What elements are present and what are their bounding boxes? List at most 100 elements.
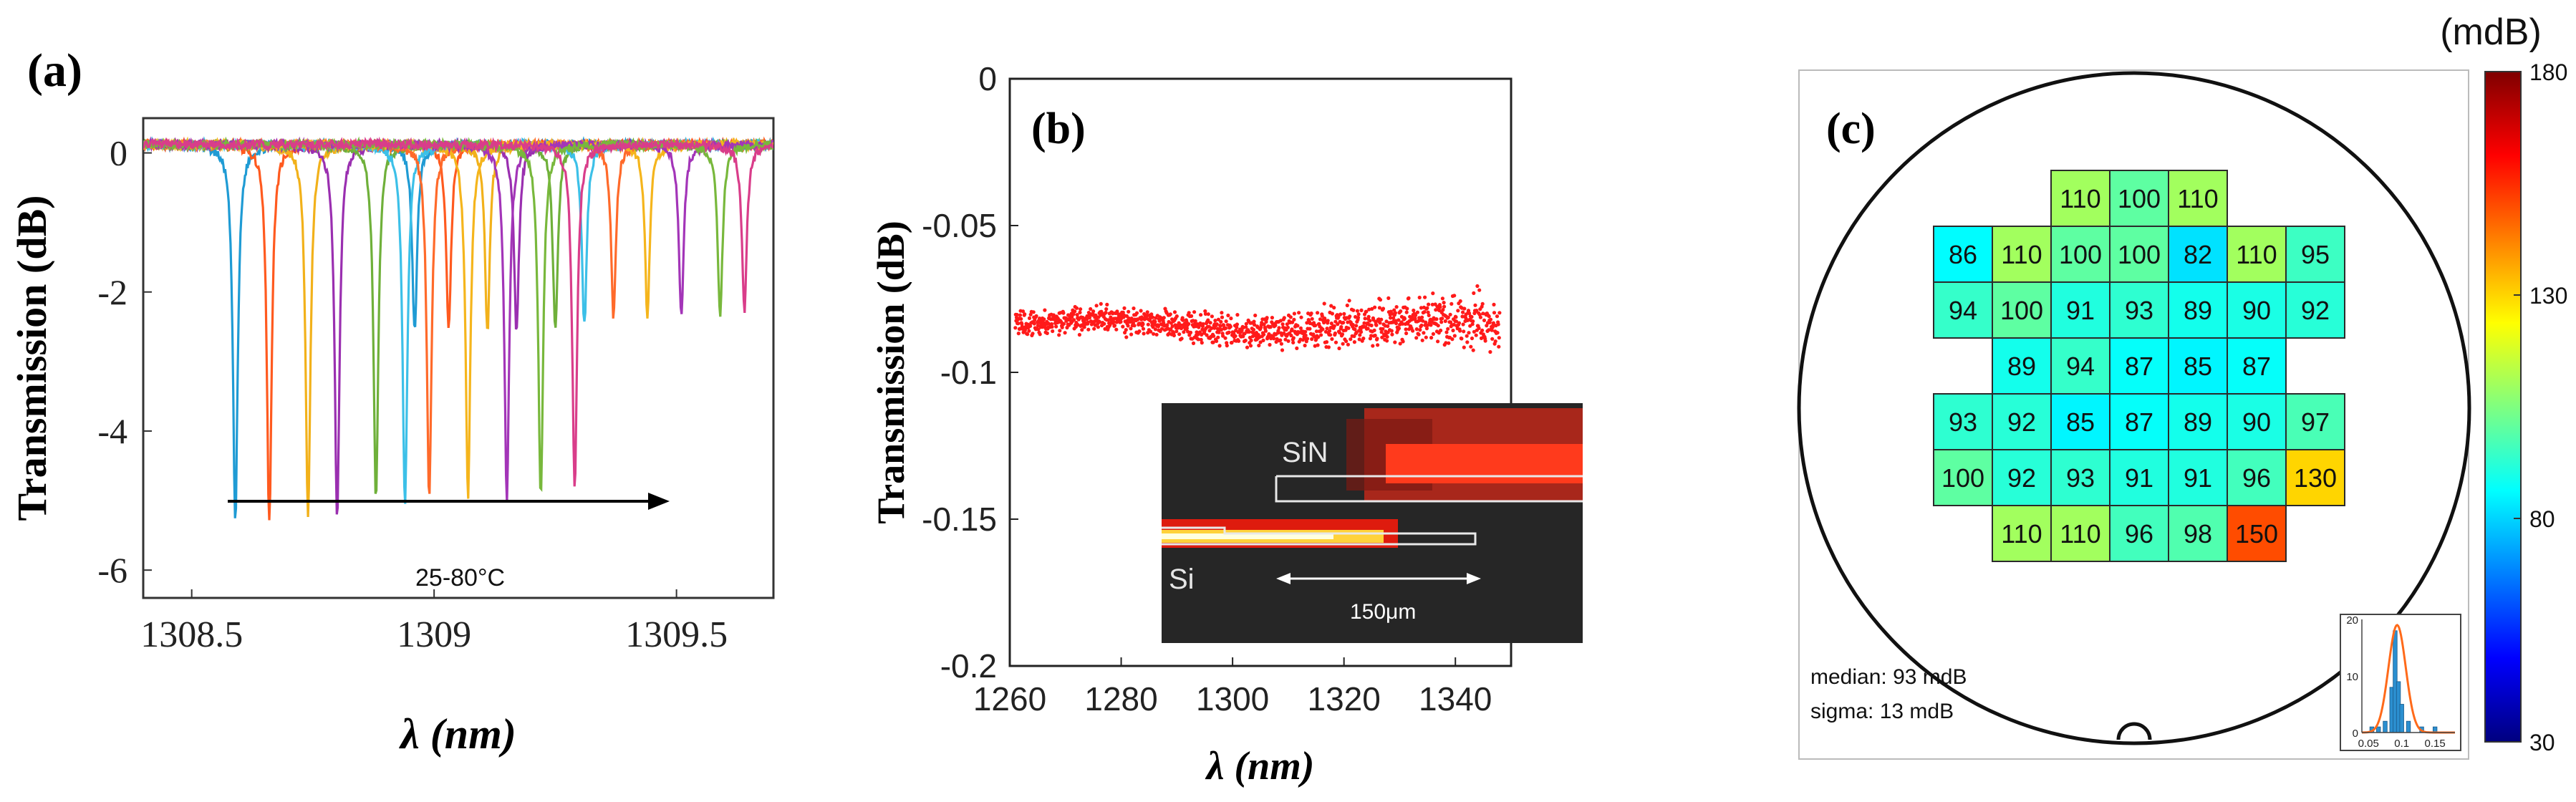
b-ytick-label: 0 [978, 60, 997, 97]
b-data-point [1462, 345, 1466, 349]
b-data-point [1384, 319, 1389, 324]
b-data-point [1221, 334, 1225, 338]
b-data-point [1200, 332, 1204, 337]
b-data-point [1162, 321, 1166, 325]
b-data-point [1111, 319, 1116, 324]
b-data-point [1305, 337, 1310, 341]
b-data-point [1038, 332, 1042, 337]
b-data-point [1415, 310, 1419, 314]
b-data-point [1440, 296, 1444, 301]
panel-a-axes-frame [142, 117, 775, 599]
b-data-point [1049, 322, 1054, 327]
b-data-point [1263, 329, 1268, 333]
b-data-point [1141, 327, 1146, 331]
wafer-die-value: 100 [2118, 184, 2161, 213]
b-data-point [1358, 333, 1362, 337]
b-data-point [1361, 337, 1366, 341]
panel-a-arrow-head [648, 493, 670, 510]
b-data-point [1086, 320, 1090, 324]
b-data-point [1356, 315, 1361, 320]
b-data-point [1291, 336, 1296, 340]
b-data-point [1077, 332, 1081, 337]
b-data-point [1461, 310, 1465, 314]
wafer-die [2285, 449, 2345, 506]
b-data-point [1402, 317, 1407, 321]
b-data-point [1285, 322, 1289, 327]
b-data-point [1381, 306, 1386, 311]
wafer-die [2227, 505, 2287, 562]
wafer-die-value: 110 [2177, 184, 2218, 213]
b-data-point [1452, 294, 1457, 298]
b-data-point [1162, 316, 1166, 320]
wafer-die-value: 100 [2118, 240, 2161, 269]
b-data-point [1313, 323, 1318, 328]
wafer-die-value: 92 [2007, 463, 2036, 493]
b-data-point [1497, 311, 1502, 315]
b-data-point [1245, 345, 1250, 349]
b-data-point [1273, 323, 1278, 327]
b-data-point [1042, 317, 1046, 322]
wafer-die-value: 87 [2242, 352, 2271, 381]
b-data-point [1253, 313, 1258, 318]
b-data-point [1473, 303, 1477, 307]
b-data-point [1071, 312, 1076, 317]
wafer-die [1933, 226, 1993, 283]
b-data-point [1297, 311, 1301, 315]
b-data-point [1316, 343, 1320, 347]
b-data-point [1219, 319, 1223, 324]
b-data-point [1219, 327, 1223, 332]
b-data-point [1027, 329, 1031, 333]
b-data-point [1318, 317, 1323, 322]
b-data-point [1348, 314, 1352, 319]
b-data-point [1172, 333, 1176, 338]
b-data-point [1396, 318, 1401, 322]
b-data-point [1439, 320, 1444, 324]
b-data-point [1424, 327, 1429, 331]
wafer-die [2109, 170, 2169, 227]
inset-sin-mode-core [1386, 444, 1583, 483]
b-data-point [1460, 337, 1464, 341]
b-data-point [1023, 312, 1027, 317]
b-data-point [1354, 314, 1358, 319]
b-data-point [1199, 337, 1203, 342]
b-data-point [1321, 327, 1325, 332]
b-data-point [1016, 332, 1021, 336]
b-data-point [1340, 332, 1345, 337]
b-data-point [1303, 333, 1308, 337]
b-data-point [1199, 313, 1203, 317]
b-data-point [1177, 332, 1182, 337]
b-data-point [1223, 336, 1227, 340]
b-data-point [1276, 329, 1280, 333]
b-data-point [1467, 311, 1472, 316]
b-data-point [1440, 317, 1444, 321]
b-data-point [1488, 349, 1492, 354]
b-data-point [1243, 332, 1247, 336]
b-data-point [1421, 319, 1425, 323]
b-data-point [1233, 334, 1238, 338]
panel-a-series [143, 135, 773, 521]
b-data-point [1191, 341, 1196, 345]
b-data-point [1169, 327, 1173, 332]
b-data-point [1034, 314, 1038, 318]
b-data-point [1285, 325, 1290, 329]
b-xtick-label: 1280 [1084, 680, 1157, 718]
b-data-point [1278, 319, 1283, 323]
wafer-die-value: 150 [2235, 519, 2278, 549]
b-data-point [1462, 329, 1466, 334]
a-xtick-label: 1309.5 [625, 614, 728, 655]
histogram-xtick-label: 0.15 [2425, 738, 2446, 750]
b-data-point [1427, 302, 1431, 306]
b-data-point [1465, 334, 1469, 338]
b-data-point [1379, 317, 1384, 322]
b-data-point [1292, 317, 1296, 322]
b-data-point [1364, 309, 1369, 314]
b-data-point [1215, 339, 1219, 343]
b-data-point [1277, 326, 1281, 330]
b-data-point [1153, 327, 1157, 332]
wafer-die-value: 90 [2242, 407, 2271, 437]
b-data-point [1316, 335, 1321, 339]
b-data-point [1370, 306, 1374, 311]
wafer-die-value: 90 [2242, 296, 2271, 325]
wafer-die-value: 89 [2007, 352, 2036, 381]
b-xtick-label: 1300 [1196, 680, 1269, 718]
